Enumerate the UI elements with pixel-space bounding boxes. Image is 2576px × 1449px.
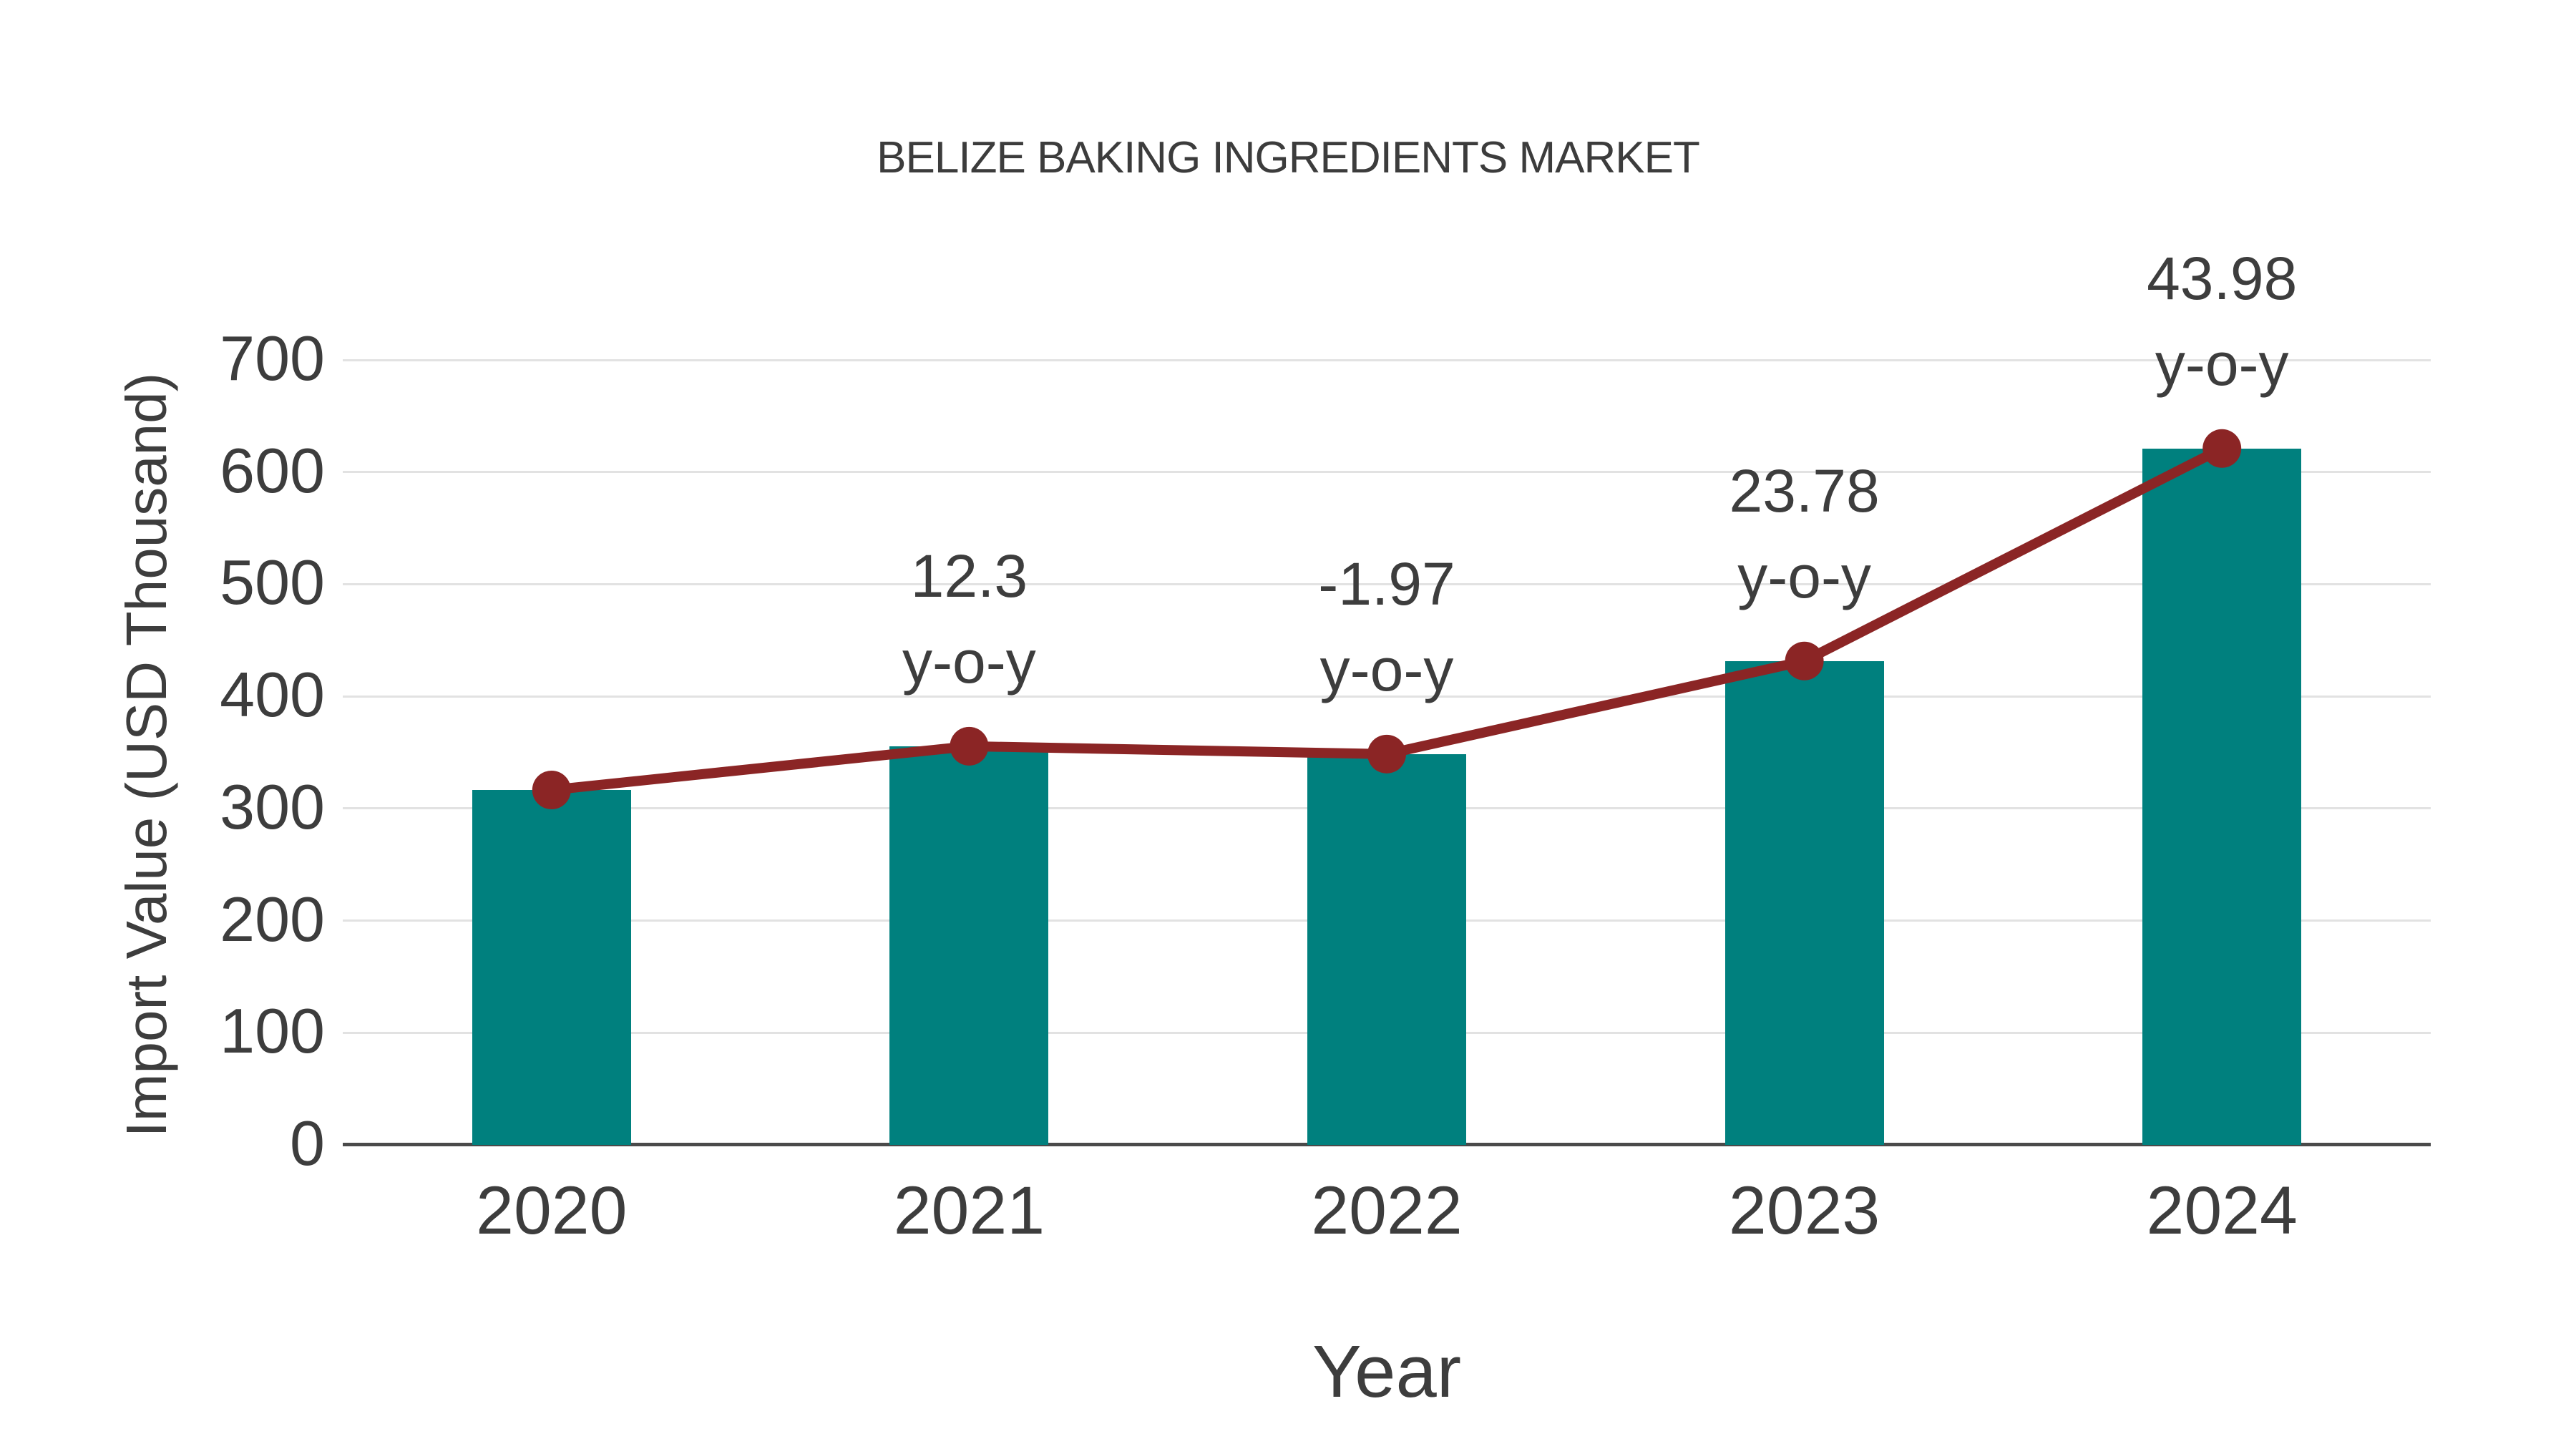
annotation-value: 43.98 <box>2147 245 2298 313</box>
annotation-suffix: y-o-y <box>2155 330 2289 398</box>
gridline-y-400 <box>343 695 2431 698</box>
annotation-suffix: y-o-y <box>1319 635 1454 703</box>
annotation-2023: 23.78 y-o-y <box>1583 449 2026 620</box>
x-tick-label-2024: 2024 <box>2146 1173 2298 1249</box>
x-axis-title: Year <box>1312 1330 1462 1413</box>
trend-line-layer <box>532 429 2242 809</box>
gridline-y-700 <box>343 358 2431 361</box>
y-tick-label-600: 600 <box>220 434 325 506</box>
data-point-2020 <box>532 770 571 809</box>
bar-2021 <box>889 746 1049 1145</box>
annotation-2024: 43.98 y-o-y <box>2000 236 2444 407</box>
gridline-y-600 <box>343 471 2431 474</box>
bar-2024 <box>2142 448 2302 1145</box>
bar-2022 <box>1307 753 1466 1145</box>
y-tick-label-200: 200 <box>220 883 325 955</box>
annotation-value: -1.97 <box>1318 550 1455 618</box>
gridline-y-500 <box>343 582 2431 585</box>
annotation-suffix: y-o-y <box>902 628 1036 696</box>
data-point-2024 <box>2202 429 2242 468</box>
x-tick-label-2023: 2023 <box>1728 1173 1880 1249</box>
annotation-value: 23.78 <box>1729 457 1880 525</box>
x-tick-label-2022: 2022 <box>1311 1173 1463 1249</box>
y-tick-label-100: 100 <box>220 995 325 1067</box>
plot-area: 12.3 y-o-y -1.97 y-o-y 23.78 y-o-y 43.98 y-o-y <box>343 245 2431 1146</box>
bar-2023 <box>1724 660 1884 1145</box>
y-tick-label-0: 0 <box>290 1108 325 1179</box>
data-point-2021 <box>950 726 989 766</box>
y-tick-label-400: 400 <box>220 659 325 731</box>
chart-title: BELIZE BAKING INGREDIENTS MARKET <box>877 133 1700 182</box>
y-tick-label-500: 500 <box>220 547 325 618</box>
annotation-value: 12.3 <box>910 542 1028 610</box>
annotation-suffix: y-o-y <box>1737 542 1871 610</box>
data-point-2023 <box>1785 641 1824 680</box>
annotation-2021: 12.3 y-o-y <box>747 534 1191 705</box>
y-tick-label-700: 700 <box>220 323 325 394</box>
x-tick-label-2020: 2020 <box>476 1173 628 1249</box>
annotation-2022: -1.97 y-o-y <box>1165 542 1609 713</box>
data-point-2022 <box>1367 734 1406 774</box>
bar-2020 <box>472 790 631 1145</box>
y-tick-label-300: 300 <box>220 771 325 842</box>
x-tick-label-2021: 2021 <box>893 1173 1045 1249</box>
